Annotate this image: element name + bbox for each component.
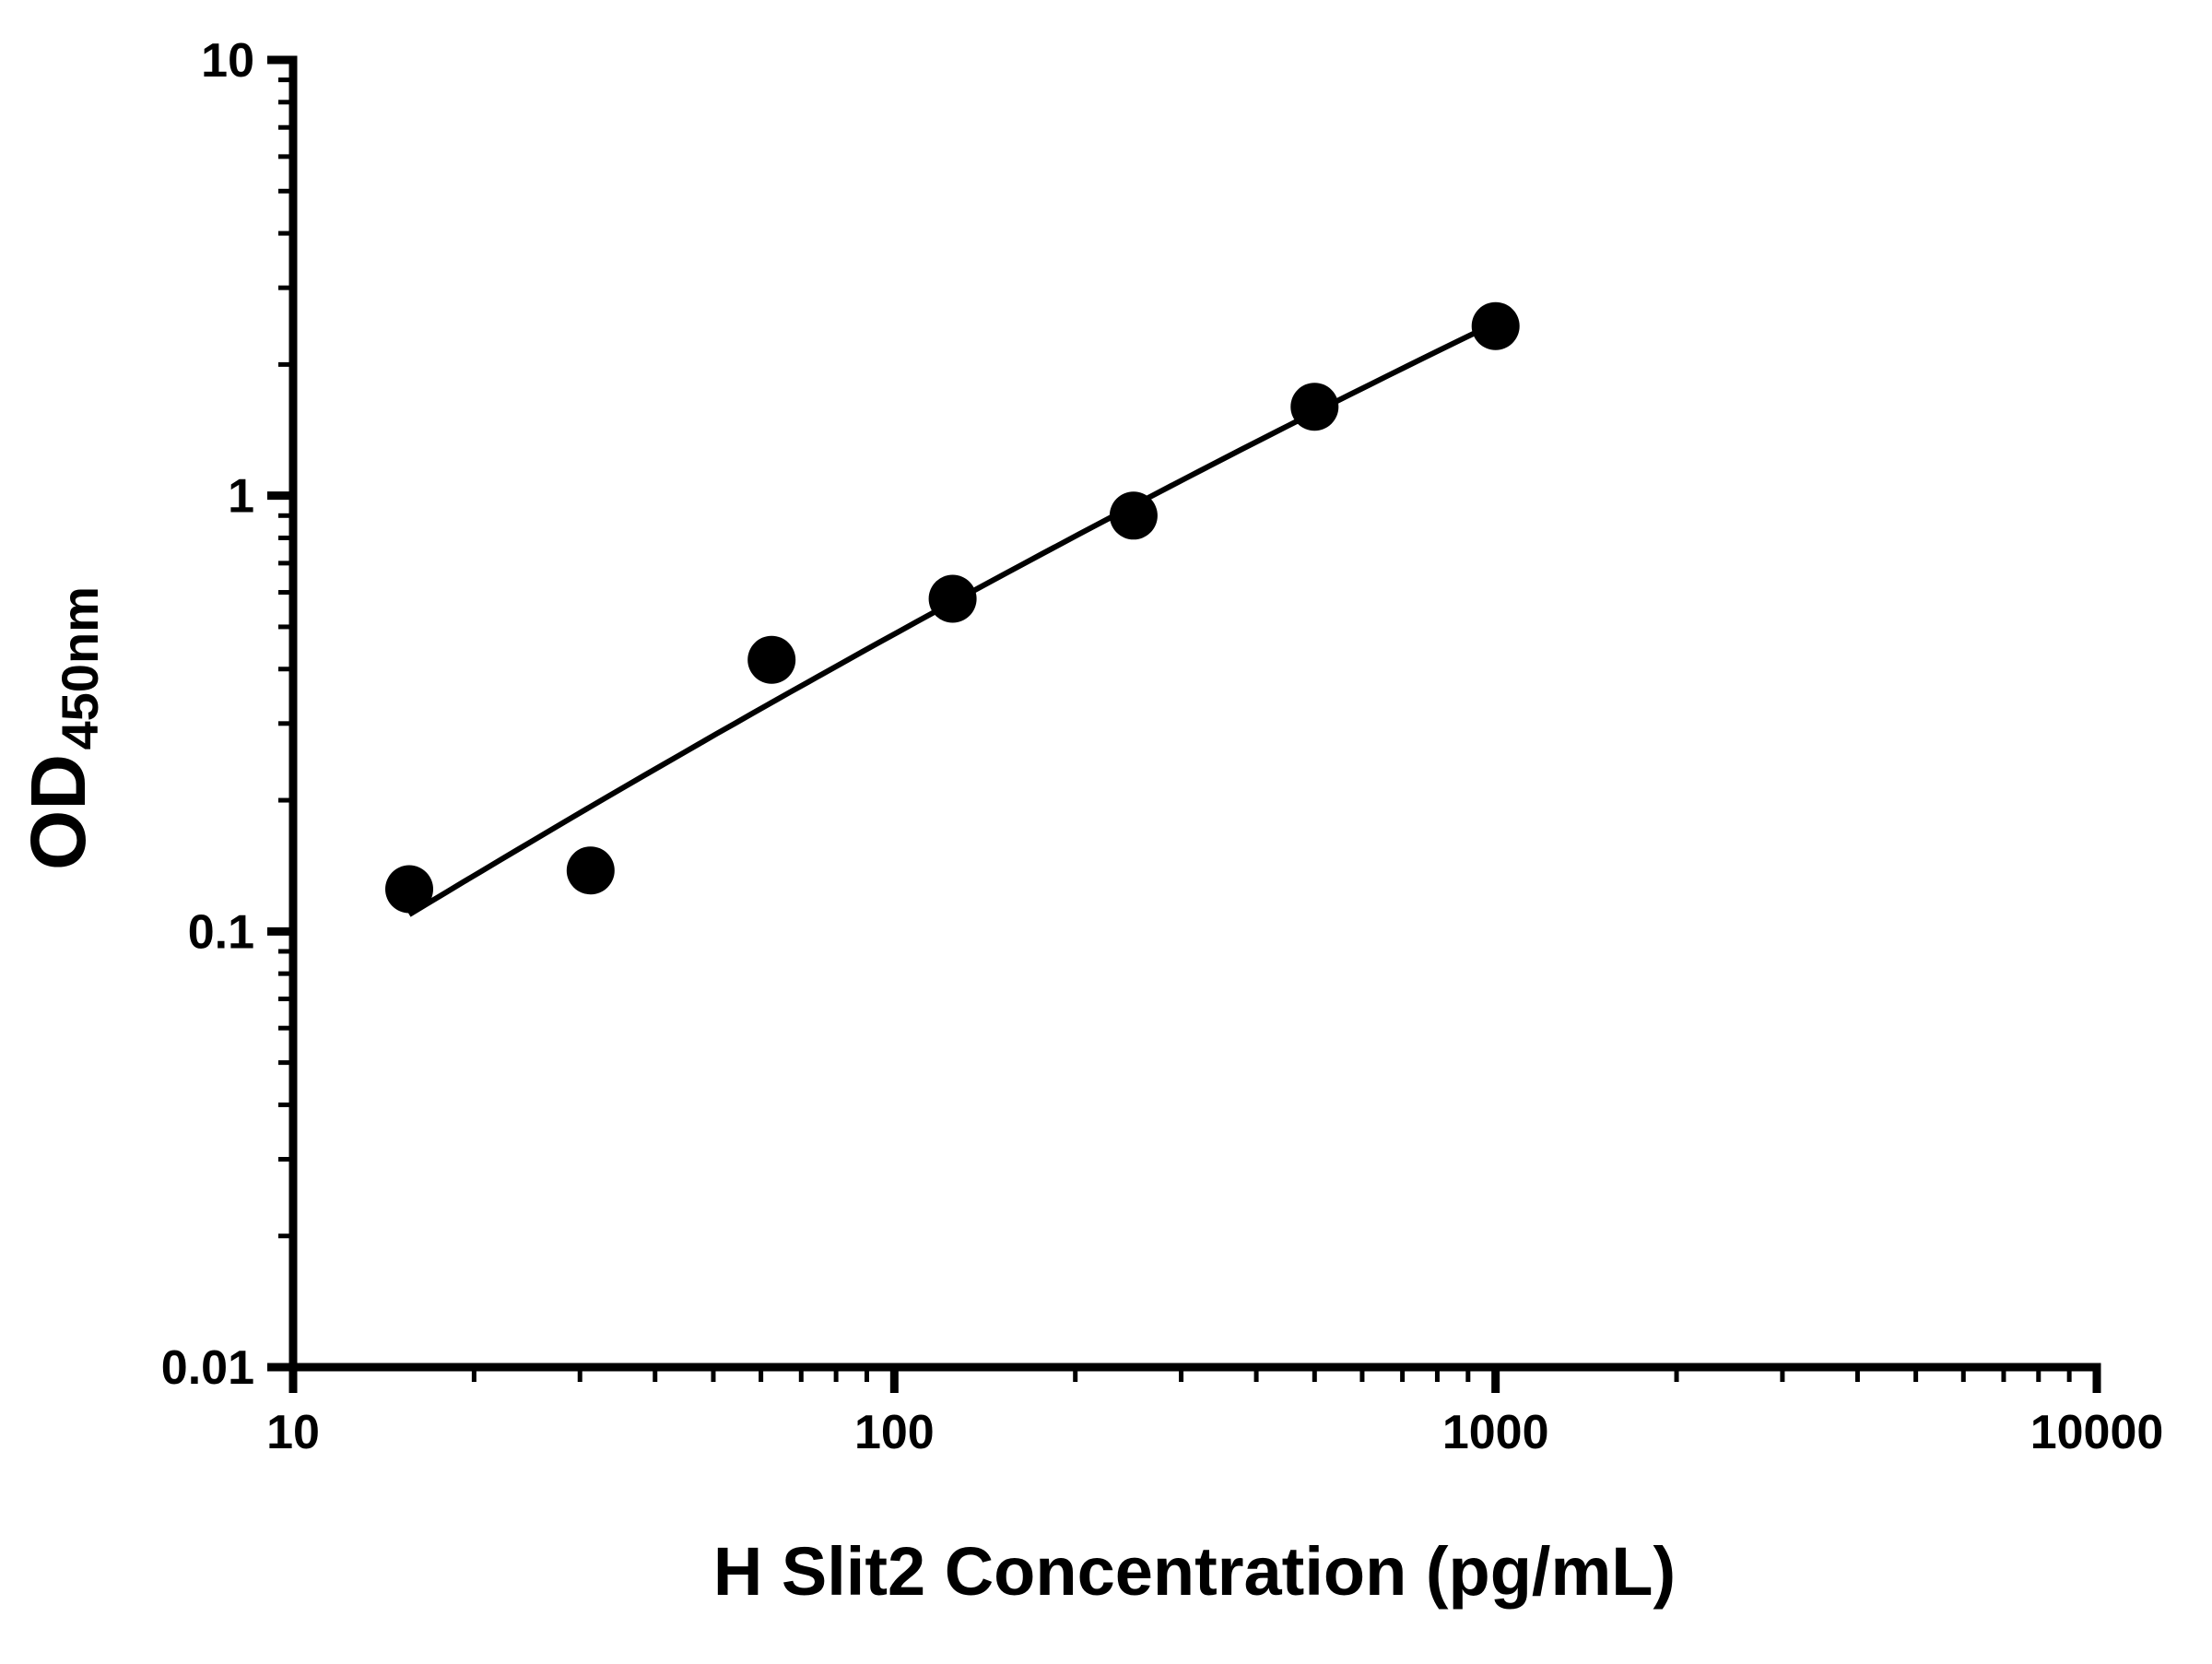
data-point — [1471, 301, 1520, 350]
y-tick-label: 0.01 — [161, 1341, 254, 1395]
data-point — [747, 635, 796, 684]
y-axis-title-subscript: 450nm — [51, 586, 109, 749]
data-points — [385, 301, 1520, 914]
x-tick-label: 10 — [266, 1406, 320, 1459]
y-axis-title-main: OD — [15, 754, 101, 870]
x-tick-label: 100 — [854, 1406, 935, 1459]
x-axis-title: H Slit2 Concentration (pg/mL) — [713, 1533, 1676, 1610]
x-tick-label: 1000 — [1442, 1406, 1549, 1459]
x-tick-label: 10000 — [2030, 1406, 2164, 1459]
data-point — [928, 574, 977, 623]
data-point — [566, 846, 615, 895]
data-point — [385, 865, 433, 914]
major-ticks — [267, 55, 2101, 1393]
minor-ticks — [278, 77, 2072, 1382]
y-tick-label: 10 — [201, 34, 254, 88]
y-axis-title: OD 450nm — [15, 586, 109, 870]
data-point — [1290, 383, 1339, 431]
data-point — [1109, 491, 1158, 540]
svg-text:OD 450nm: OD 450nm — [15, 586, 109, 870]
axis-lines — [288, 55, 2101, 1372]
y-tick-label: 1 — [228, 470, 254, 524]
tick-labels: 10 100 1000 10000 0.01 0.1 1 10 — [161, 34, 2164, 1459]
y-tick-label: 0.1 — [188, 905, 254, 959]
